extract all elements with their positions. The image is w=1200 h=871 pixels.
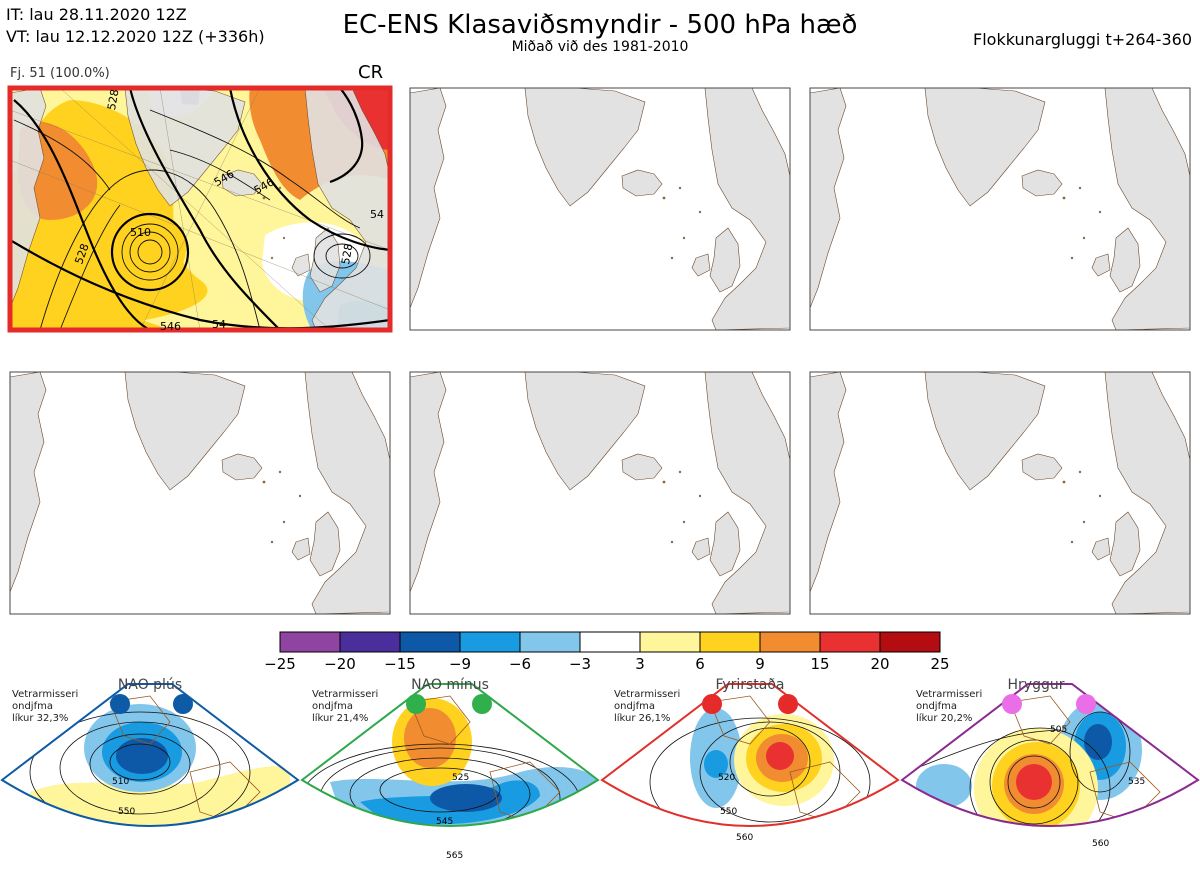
colorbar-swatch	[699, 631, 761, 653]
regime-info-ridge: Vetrarmisseri ondjfma líkur 20,2%	[916, 689, 983, 724]
colorbar-tick-label: −15	[384, 655, 416, 673]
contour-label: 54	[212, 318, 226, 331]
colorbar-swatch	[459, 631, 521, 653]
regime-blocking: 520 550 560	[600, 683, 900, 843]
regime-info-blocking: Vetrarmisseri ondjfma líkur 26,1%	[614, 689, 681, 724]
colorbar-swatch	[279, 631, 341, 653]
regime-code: CR	[358, 62, 384, 83]
regime-name: Fyrirstaða	[715, 677, 785, 693]
colorbar-swatch	[399, 631, 461, 653]
regime-contour-label: 550	[118, 807, 135, 817]
colorbar-tick-label: 20	[870, 655, 890, 673]
empty-map-panel	[809, 371, 1191, 615]
colorbar-tick-label: −6	[508, 655, 532, 673]
regime-contour-label: 560	[736, 833, 753, 843]
empty-map-panel	[409, 371, 791, 615]
contour-label: 528	[339, 243, 355, 266]
map-panels: 510 528 528 546 546 54 528 546 54	[7, 85, 1191, 615]
cluster-map-panel: 510 528 528 546 546 54 528 546 54	[7, 85, 393, 333]
regime-contour-label: 510	[112, 777, 129, 787]
regime-name: NAO mínus	[411, 677, 489, 693]
colorbar-swatch	[339, 631, 401, 653]
colorbar-tick-label: −25	[264, 655, 296, 673]
valid-time: VT: lau 12.12.2020 12Z (+336h)	[6, 27, 265, 46]
colorbar-tick-label: 3	[635, 655, 645, 673]
colorbar-tick-label: 25	[930, 655, 950, 673]
regime-name: Hryggur	[1007, 677, 1065, 693]
regime-info-nao-plus: Vetrarmisseri ondjfma líkur 32,3%	[12, 689, 79, 724]
colorbar-swatch	[519, 631, 581, 653]
empty-map-panel	[809, 87, 1191, 331]
colorbar-tick-label: 15	[810, 655, 830, 673]
colorbar-swatch	[879, 631, 941, 653]
run-info: IT: lau 28.11.2020 12Z VT: lau 12.12.202…	[6, 4, 265, 48]
contour-label: 528	[105, 88, 121, 111]
page-subtitle: Miðað við des 1981-2010	[511, 39, 689, 55]
page-title: EC-ENS Klasaviðsmyndir - 500 hPa hæð	[342, 10, 858, 40]
contour-label: 546	[160, 320, 181, 333]
colorbar-swatch	[579, 631, 641, 653]
regime-contour-label: 505	[1050, 725, 1067, 735]
regime-contour-label: 565	[446, 851, 463, 861]
regime-contour-label: 550	[720, 807, 737, 817]
regime-contour-label: 525	[452, 773, 469, 783]
colorbar-tick-label: 9	[755, 655, 765, 673]
colorbar-swatch	[759, 631, 821, 653]
regime-contour-label: 520	[718, 773, 735, 783]
regime-contour-label: 560	[1092, 839, 1109, 849]
empty-map-panel	[409, 87, 791, 331]
contour-label: 54	[370, 208, 384, 221]
regime-name: NAO plús	[117, 677, 183, 693]
regime-contour-label: 545	[436, 817, 453, 827]
regime-thumbnails: 510 550 525 545 565	[0, 683, 1200, 861]
contour-label: 510	[130, 226, 151, 239]
colorbar-swatch	[639, 631, 701, 653]
regime-info-nao-minus: Vetrarmisseri ondjfma líkur 21,4%	[312, 689, 379, 724]
colorbar-tick-label: −20	[324, 655, 356, 673]
member-count: Fj. 51 (100.0%)	[10, 66, 110, 81]
colorbar	[279, 631, 941, 653]
regime-contour-label: 535	[1128, 777, 1145, 787]
initial-time: IT: lau 28.11.2020 12Z	[6, 5, 187, 24]
colorbar-tick-label: −3	[568, 655, 592, 673]
empty-map-panel	[9, 371, 391, 615]
colorbar-swatch	[819, 631, 881, 653]
colorbar-tick-label: 6	[695, 655, 705, 673]
colorbar-tick-label: −9	[448, 655, 472, 673]
classification-window: Flokkunargluggi t+264-360	[973, 30, 1192, 49]
